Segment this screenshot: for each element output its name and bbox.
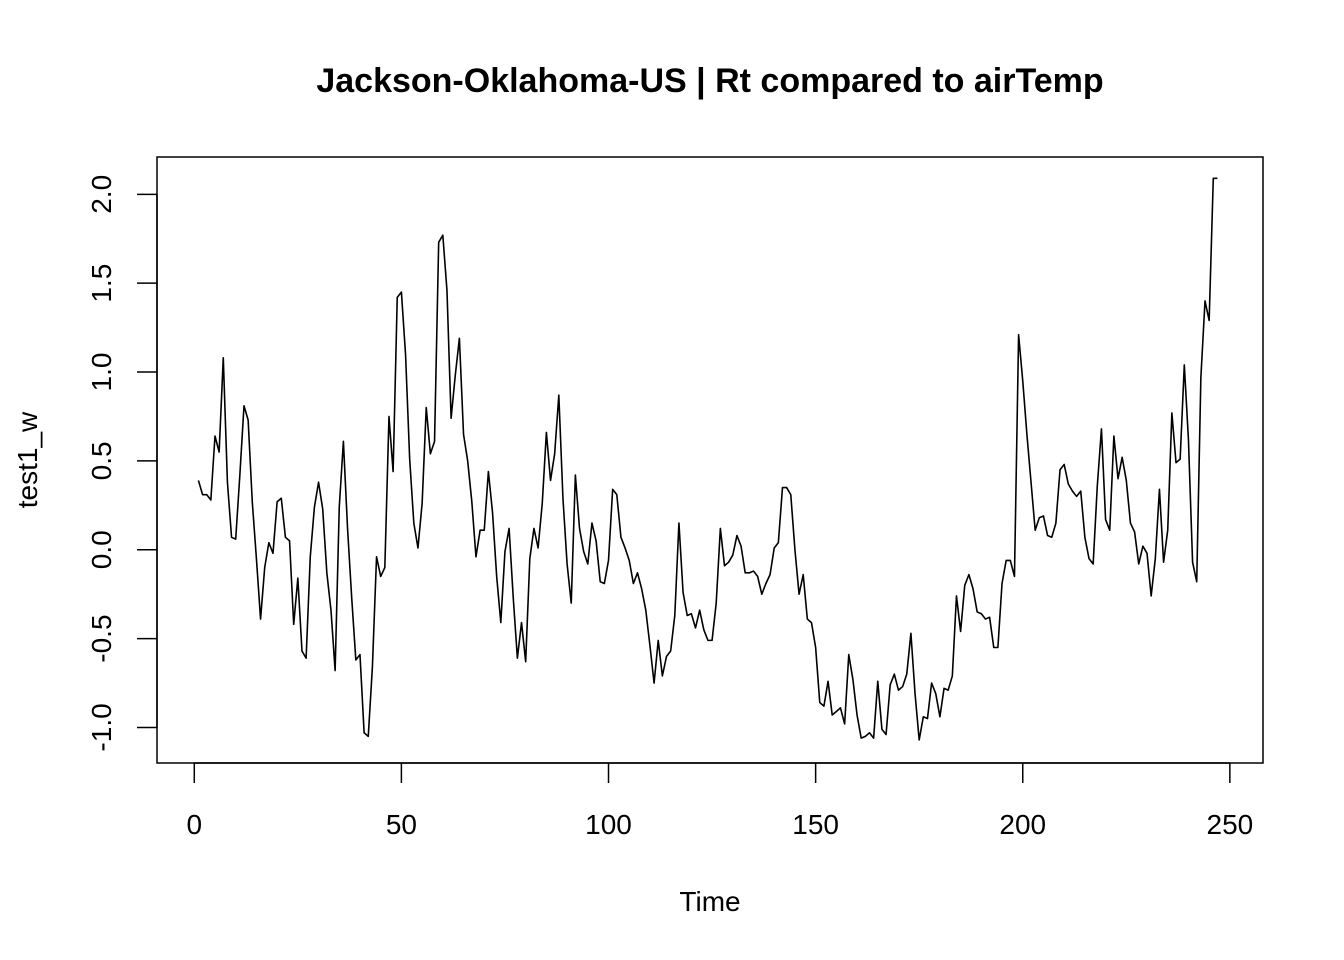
chart-title: Jackson-Oklahoma-US | Rt compared to air… (316, 62, 1103, 100)
x-axis: 0 50 100 150 200 250 (186, 762, 1254, 840)
y-axis-label: test1_w (12, 411, 43, 508)
x-tick-label: 0 (186, 809, 202, 840)
plot-area (156, 156, 1264, 764)
y-tick-label: -0.5 (86, 614, 117, 662)
x-tick-label: 150 (792, 809, 839, 840)
x-tick-label: 50 (386, 809, 417, 840)
y-tick-label: 0.0 (86, 530, 117, 569)
y-tick-label: 1.0 (86, 353, 117, 392)
y-tick-label: 0.5 (86, 441, 117, 480)
y-tick-label: -1.0 (86, 703, 117, 751)
y-tick-label: 1.5 (86, 264, 117, 303)
series-line (197, 177, 1218, 741)
x-tick-label: 200 (999, 809, 1046, 840)
y-tick-label: 2.0 (86, 175, 117, 214)
x-axis-label: Time (679, 886, 740, 917)
y-axis: -1.0 -0.5 0.0 0.5 1.0 1.5 2.0 (86, 175, 158, 752)
x-tick-label: 100 (585, 809, 632, 840)
x-tick-label: 250 (1207, 809, 1254, 840)
